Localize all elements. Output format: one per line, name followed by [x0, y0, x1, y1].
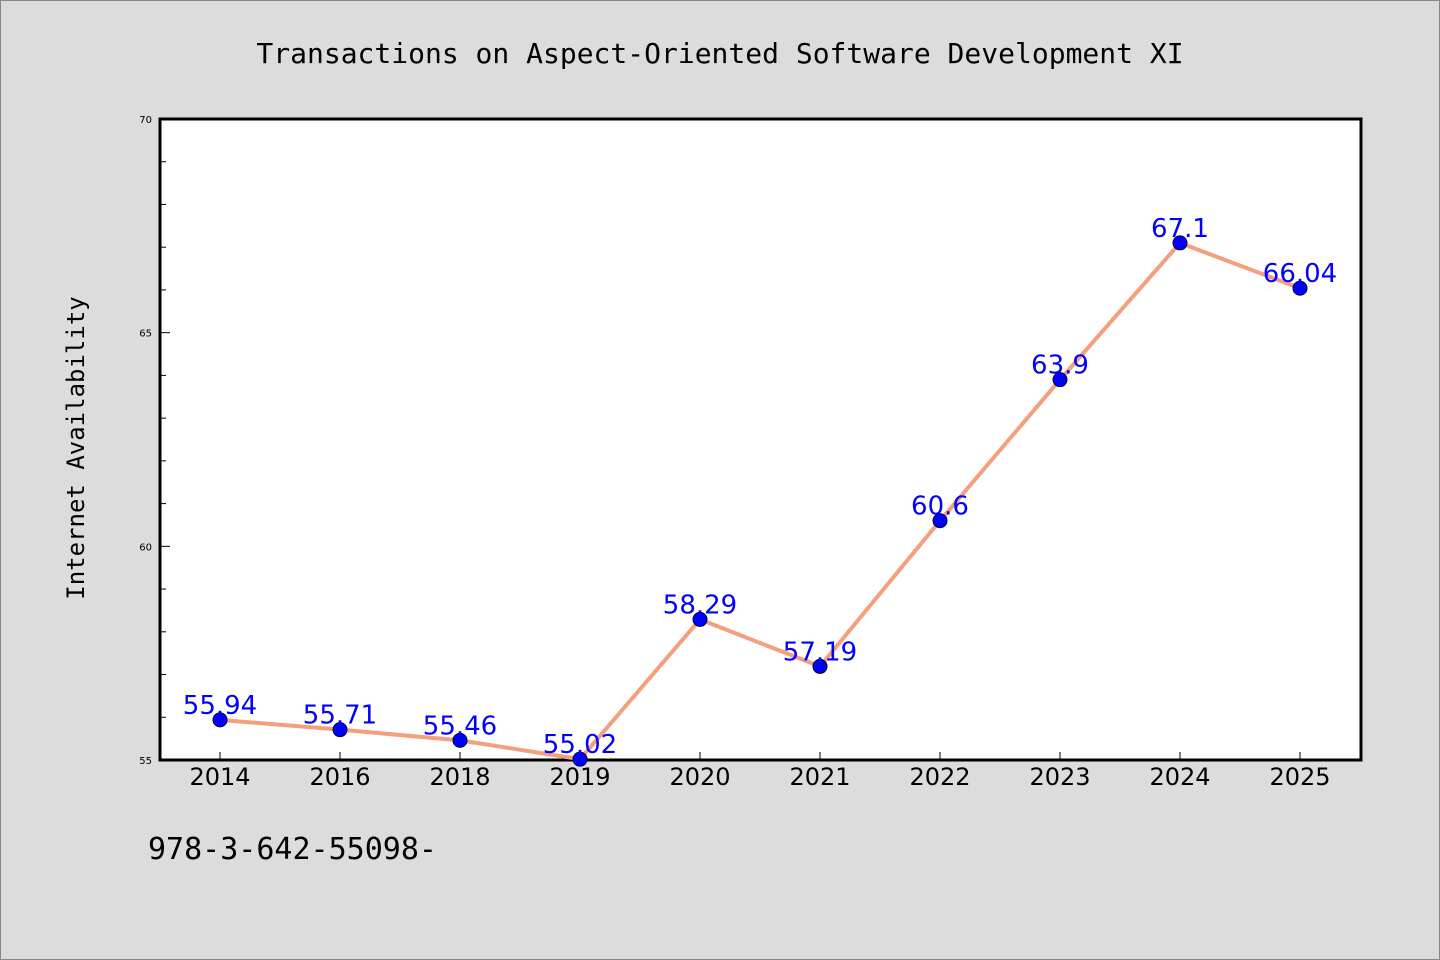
x-tick-label: 2023: [1029, 763, 1090, 791]
data-label: 60.6: [911, 492, 969, 522]
data-point: [332, 722, 348, 738]
data-point: [812, 658, 828, 674]
y-axis-label: Internet Availability: [62, 296, 90, 599]
y-tick-label: 55: [139, 756, 152, 767]
data-point: [1172, 235, 1188, 251]
x-axis-ticks: 2014 2016 2018 2019 2020 2021 2022 2023 2024 2025: [189, 752, 1331, 791]
data-point: [1052, 372, 1068, 388]
x-tick-label: 2014: [189, 763, 250, 791]
data-point: [692, 611, 708, 627]
data-point: [212, 712, 228, 728]
x-tick-label: 2016: [309, 763, 370, 791]
plot-area: [158, 117, 1363, 762]
data-point: [572, 751, 588, 767]
data-point: [452, 732, 468, 748]
data-point: [1292, 280, 1308, 296]
x-tick-label: 2019: [549, 763, 610, 791]
series-line: [218, 240, 1302, 762]
data-point: [932, 513, 948, 529]
x-tick-label: 2025: [1269, 763, 1330, 791]
x-tick-label: 2022: [909, 763, 970, 791]
data-label: 55.71: [303, 701, 377, 731]
y-tick-label: 70: [139, 115, 152, 126]
data-label: 67.1: [1151, 214, 1209, 244]
chart-title: Transactions on Aspect-Oriented Software…: [256, 37, 1183, 70]
data-label: 66.04: [1263, 259, 1337, 289]
data-markers: [212, 235, 1308, 767]
x-tick-label: 2024: [1149, 763, 1210, 791]
y-tick-label: 65: [139, 329, 152, 340]
data-label: 55.46: [423, 711, 497, 741]
y-axis-ticks: 55 60 65 70: [139, 115, 170, 767]
data-label: 55.02: [543, 730, 617, 760]
x-tick-label: 2020: [669, 763, 730, 791]
data-label: 57.19: [783, 637, 857, 667]
data-label: 63.9: [1031, 351, 1089, 381]
isbn-footnote: 978-3-642-55098-: [148, 832, 437, 867]
data-label: 55.94: [183, 691, 257, 721]
x-tick-label: 2018: [429, 763, 490, 791]
data-label: 58.29: [663, 590, 737, 620]
series-polyline: [218, 240, 1302, 762]
x-tick-label: 2021: [789, 763, 850, 791]
data-labels: 55.94 55.71 55.46 55.02 58.29 57.19 60.6 63.9 67…: [183, 214, 1337, 760]
y-tick-label: 60: [139, 542, 152, 553]
